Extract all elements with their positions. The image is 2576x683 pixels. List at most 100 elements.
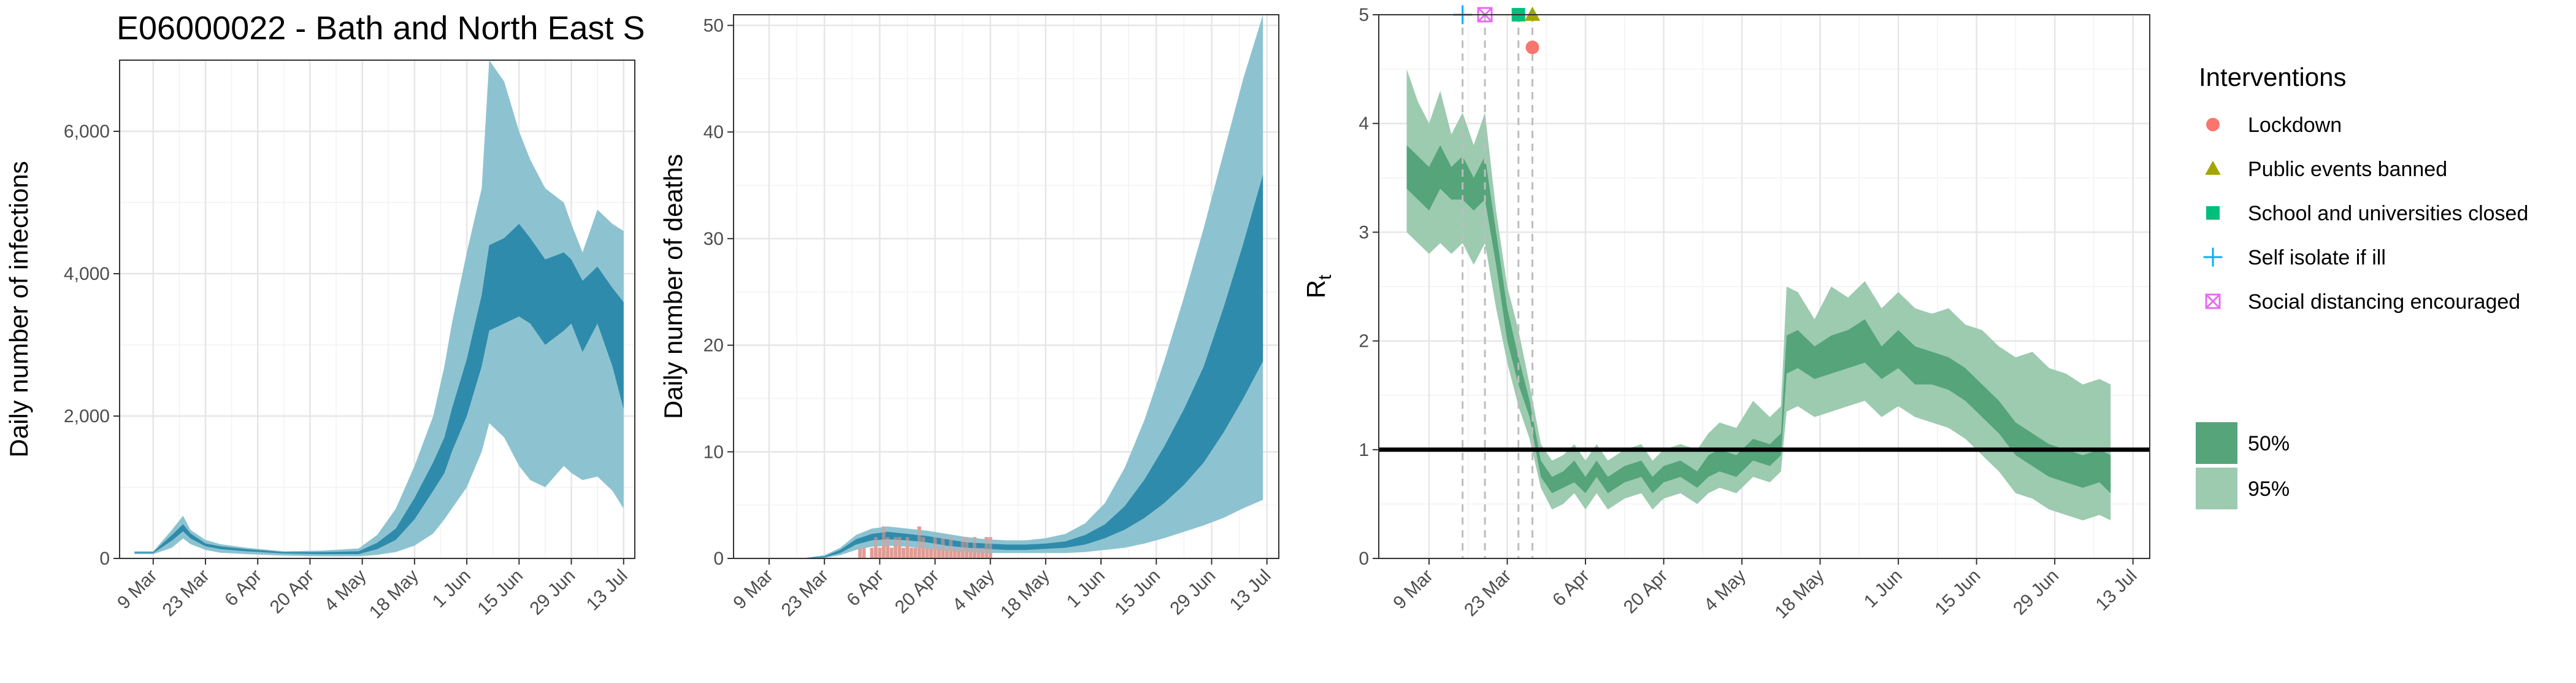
x-tick-label: 9 Mar (113, 566, 161, 614)
observed-death-bar-overlay (881, 526, 886, 558)
rt-y-axis-title: Rt (1301, 274, 1335, 298)
legend-label: Public events banned (2248, 158, 2447, 181)
legend-title-interventions: Interventions (2199, 63, 2346, 91)
legend-ci: 50% 95% (2196, 422, 2290, 509)
intervention-marker (1524, 6, 1541, 21)
observed-death-bar-overlay (980, 547, 984, 558)
x-tick-label: 4 May (949, 566, 999, 615)
y-tick-label: 6,000 (64, 122, 110, 142)
y-tick-label: 5 (1359, 5, 1369, 25)
x-tick-label: 23 Mar (778, 566, 832, 620)
legend: Interventions Lockdown Public events bann… (2196, 63, 2528, 509)
y-tick-label: 0 (99, 549, 110, 569)
x-tick-label: 29 Jun (2009, 566, 2063, 619)
intervention-marker (1525, 41, 1539, 55)
y-tick-label: 0 (713, 549, 724, 569)
observed-death-bar-overlay (973, 537, 976, 558)
observed-death-bar-overlay (921, 537, 926, 558)
legend-key-circle (2206, 118, 2220, 131)
x-tick-label: 13 Jul (2092, 566, 2141, 615)
observed-death-bar-overlay (886, 537, 890, 558)
infections-y-ticks: 0 2,000 4,000 6,000 (64, 122, 120, 569)
observed-death-bar-overlay (902, 547, 905, 558)
observed-death-bar-overlay (953, 547, 957, 558)
x-tick-label: 9 Mar (729, 566, 777, 614)
observed-death-bar-overlay (905, 537, 910, 558)
x-tick-label: 1 Jun (1063, 566, 1109, 612)
observed-death-bar-overlay (862, 547, 866, 558)
x-tick-label: 6 Apr (221, 566, 266, 611)
deaths-y-axis-title: Daily number of deaths (659, 154, 688, 419)
x-tick-label: 4 May (1700, 566, 1750, 615)
observed-death-bar-overlay (925, 547, 929, 558)
observed-death-bar-overlay (858, 547, 862, 558)
observed-death-bar-overlay (933, 537, 937, 558)
y-tick-label: 40 (703, 122, 724, 142)
x-tick-label: 15 Jun (473, 566, 527, 619)
rt-y-axis-title-main: R (1301, 280, 1330, 298)
x-tick-label: 15 Jun (1931, 566, 1985, 619)
rt-panel: 0 1 2 3 4 5 9 Mar 23 Mar 6 Apr 20 Apr 4 May 18 May… (1301, 5, 2150, 623)
y-tick-label: 3 (1359, 222, 1369, 242)
observed-death-bar-overlay (984, 537, 989, 558)
legend-label: 50% (2248, 432, 2290, 455)
y-tick-label: 1 (1359, 440, 1369, 460)
legend-label: Social distancing encouraged (2248, 290, 2520, 314)
x-tick-label: 18 May (366, 566, 423, 623)
legend-interventions: Lockdown Public events banned School and u… (2203, 114, 2528, 314)
y-tick-label: 2,000 (64, 406, 110, 426)
observed-death-bar-overlay (929, 547, 933, 558)
observed-death-bar-overlay (945, 547, 949, 558)
observed-death-bar-overlay (909, 547, 913, 558)
observed-death-bar-overlay (897, 537, 902, 558)
legend-key-triangle (2205, 160, 2221, 175)
infections-plot-border (119, 60, 635, 559)
observed-death-bar-overlay (889, 547, 894, 558)
x-tick-label: 13 Jul (1226, 566, 1275, 615)
x-tick-label: 23 Mar (159, 566, 213, 620)
observed-death-bar-overlay (870, 547, 874, 558)
ci-50-band (1406, 145, 2111, 493)
y-tick-label: 20 (703, 336, 724, 356)
y-tick-label: 2 (1359, 331, 1369, 352)
x-tick-label: 6 Apr (1549, 566, 1593, 611)
deaths-series (769, 15, 1263, 559)
x-tick-label: 20 Apr (891, 566, 943, 618)
observed-death-bar-overlay (937, 547, 941, 558)
legend-key-ci (2196, 468, 2237, 509)
x-tick-label: 15 Jun (1111, 566, 1164, 619)
legend-label: 95% (2248, 477, 2290, 501)
y-tick-label: 4,000 (64, 264, 110, 284)
observed-death-bar-overlay (960, 537, 965, 558)
x-tick-label: 6 Apr (843, 566, 887, 611)
legend-key-square (2206, 206, 2220, 220)
legend-label: Self isolate if ill (2248, 246, 2386, 269)
observed-death-bar-overlay (988, 537, 992, 558)
ci-95-band (769, 15, 1263, 558)
legend-label: School and universities closed (2248, 202, 2528, 225)
observed-death-bar-overlay (874, 537, 878, 558)
x-tick-label: 1 Jun (1860, 566, 1906, 612)
observed-death-bar-overlay (878, 547, 882, 558)
y-tick-label: 4 (1359, 114, 1369, 134)
legend-label: Lockdown (2248, 114, 2342, 137)
observed-death-bar-overlay (976, 547, 981, 558)
x-tick-label: 20 Apr (1620, 566, 1672, 618)
x-tick-label: 9 Mar (1389, 566, 1437, 614)
legend-key-boxx (2205, 293, 2221, 309)
rt-plot-border (1378, 14, 2150, 559)
y-tick-label: 30 (703, 229, 724, 249)
x-tick-label: 18 May (997, 566, 1054, 623)
observed-death-bar-overlay (968, 547, 973, 558)
ci-95-band (134, 60, 624, 557)
legend-key-plus (2203, 247, 2223, 267)
y-tick-label: 50 (703, 15, 724, 36)
ci-95-band (1406, 69, 2111, 521)
x-tick-label: 29 Jun (526, 566, 579, 619)
deaths-y-ticks: 0 10 20 30 40 50 (703, 15, 734, 569)
